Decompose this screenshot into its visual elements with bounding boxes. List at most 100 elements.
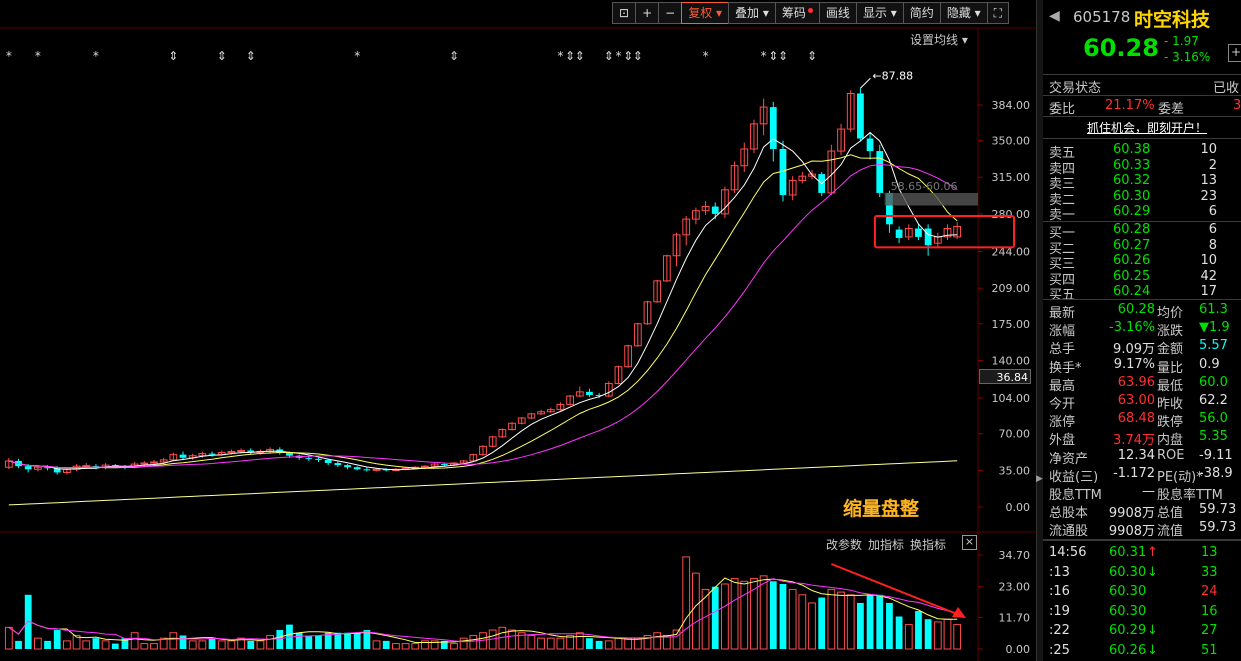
volume-bar <box>818 597 826 649</box>
candle-body <box>604 382 613 397</box>
add-indicator-button[interactable]: 加指标 <box>868 538 905 552</box>
tick-volume: 24 <box>1201 584 1218 599</box>
stat-value: 60.0 <box>1199 374 1228 390</box>
candle-body <box>769 107 777 149</box>
draw-line-button[interactable]: 画线 <box>818 2 857 24</box>
price-tick-label: 70.00 <box>999 428 1031 441</box>
candle-body <box>53 468 61 473</box>
volume-bar <box>121 638 129 649</box>
ma20-line <box>8 163 958 469</box>
candle-body <box>837 128 845 152</box>
candle-body <box>904 228 913 238</box>
price-change: - 1.97 <box>1164 34 1199 48</box>
volume-bar <box>566 634 574 650</box>
candle-body <box>488 436 497 447</box>
zoom-out-button[interactable]: − <box>658 2 683 24</box>
set-ma-button[interactable]: 设置均线 ▾ <box>910 33 968 47</box>
candle-body <box>140 462 149 465</box>
volume-bar <box>198 640 207 650</box>
candle-body <box>624 345 633 368</box>
bid-volume: 6 <box>1208 222 1217 237</box>
ask-price: 60.33 <box>1113 157 1151 173</box>
candle-body <box>537 411 545 415</box>
change-indicator-button[interactable]: 换指标 <box>910 538 947 552</box>
candle-body <box>614 366 623 384</box>
candle-body <box>895 229 903 238</box>
hide-button[interactable]: 隐藏 ▾ <box>939 2 988 24</box>
volume-bar <box>508 629 516 650</box>
volume-bar <box>392 643 400 650</box>
kline-chart[interactable]: 384.00 350.00 315.00 280.00 244.00 209.00 175.… <box>0 0 1036 661</box>
fullscreen-icon[interactable]: ⛶ <box>986 2 1010 24</box>
candle-body <box>527 413 536 419</box>
candle-body <box>924 228 932 246</box>
volume-bar <box>247 640 255 649</box>
chart-bg <box>0 0 1036 661</box>
volume-bar <box>788 588 797 650</box>
volume-bar <box>537 637 545 650</box>
event-marker-icon: ⇕ <box>623 49 633 63</box>
candle-body <box>730 165 739 191</box>
ask-volume: 13 <box>1200 173 1217 188</box>
volume-bar <box>904 624 913 650</box>
candle-body <box>372 468 381 471</box>
display-button[interactable]: 显示 ▾ <box>855 2 904 24</box>
overlay-button[interactable]: 叠加 ▾ <box>728 2 776 24</box>
candle-body <box>382 469 390 471</box>
candle-body <box>798 175 807 181</box>
open-account-link[interactable]: 抓住机会，即刻开户！ <box>1087 121 1208 135</box>
bid-level-label: 买五 <box>1049 288 1076 303</box>
collapse-arrow-icon[interactable]: ▶ <box>1036 474 1043 484</box>
volume-bar <box>33 637 42 650</box>
volume-tick-label: 11.70 <box>999 611 1031 624</box>
edit-params-button[interactable]: 改参数 <box>826 538 863 552</box>
stat-row: 涨幅 -3.16% 涨跌 ▼1.9 <box>1043 320 1241 339</box>
stat-value: — <box>1142 484 1155 499</box>
close-icon[interactable]: × <box>962 535 977 550</box>
price-tick-label: 175.00 <box>992 318 1031 331</box>
stat-value: 63.96 <box>1117 374 1155 390</box>
candle-body <box>334 463 342 466</box>
candle-body <box>82 465 91 468</box>
simple-button[interactable]: 简约 <box>902 2 941 24</box>
add-watchlist-button[interactable]: + <box>1228 44 1241 62</box>
candle-body <box>546 409 555 413</box>
ask-level-label: 卖一 <box>1049 208 1076 223</box>
candle-body <box>286 452 293 456</box>
candle-body <box>459 460 468 464</box>
lock-icon[interactable]: ⊡ <box>612 2 637 24</box>
zoom-in-button[interactable]: + <box>635 2 660 24</box>
chips-button[interactable]: 筹码 <box>774 2 820 24</box>
candle-body <box>315 458 322 460</box>
candle-body <box>237 449 245 453</box>
vol-ma10-line <box>8 578 958 643</box>
candle-body <box>344 465 351 468</box>
volume-bar <box>876 594 884 649</box>
volume-bar <box>653 632 662 650</box>
stat-label: 跌停 <box>1157 415 1184 431</box>
event-marker-icon: ⇕ <box>565 49 575 63</box>
arrow-head-icon <box>952 607 966 618</box>
candle-body <box>305 457 313 459</box>
tick-price: 60.29 <box>1109 623 1147 638</box>
stat-label: ROE <box>1157 447 1185 463</box>
fuquan-button[interactable]: 复权 ▾ <box>681 2 730 24</box>
price-tick-label: 350.00 <box>992 135 1031 148</box>
tick-time: :25 <box>1049 642 1070 658</box>
stat-value: 68.48 <box>1117 411 1155 427</box>
stat-label: 昨收 <box>1157 397 1184 412</box>
event-marker-icon: * <box>557 49 563 63</box>
last-price: 60.28 <box>1083 34 1159 62</box>
tick-row: :16 60.30 24 <box>1043 584 1241 602</box>
volume-bar <box>53 630 61 649</box>
stat-label: 今开 <box>1049 397 1076 412</box>
back-arrow-icon[interactable]: ◀ <box>1049 8 1060 24</box>
tick-volume: 51 <box>1201 642 1218 658</box>
price-tick-label: 244.00 <box>992 246 1031 259</box>
stat-label: 股息率TTM <box>1157 488 1223 503</box>
stat-label: 均价 <box>1157 306 1184 321</box>
volume-bar <box>450 643 458 650</box>
candle-body <box>517 417 526 424</box>
volume-bar <box>169 632 178 650</box>
volume-bar <box>159 637 168 650</box>
